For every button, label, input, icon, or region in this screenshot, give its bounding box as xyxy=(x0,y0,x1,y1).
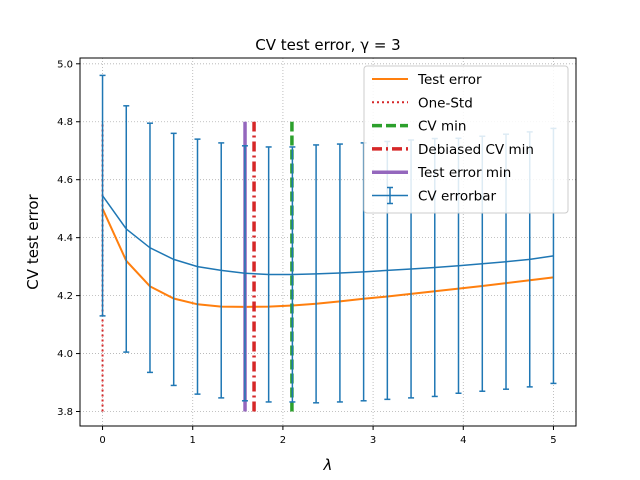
x-tick-label: 2 xyxy=(280,435,286,446)
y-tick-label: 4.4 xyxy=(57,233,73,244)
legend-label: CV min xyxy=(418,119,466,135)
legend-label: Test error min xyxy=(417,165,511,181)
legend-label: One-Std xyxy=(418,95,473,111)
y-tick-label: 4.0 xyxy=(57,349,73,360)
legend-label: Debiased CV min xyxy=(418,142,534,158)
y-tick-label: 4.8 xyxy=(57,117,73,128)
plot-frame xyxy=(79,57,577,427)
x-tick-label: 4 xyxy=(460,435,466,446)
legend-box xyxy=(363,65,569,214)
test-error-line xyxy=(101,208,554,308)
x-tick-label: 5 xyxy=(550,435,556,446)
x-tick-label: 0 xyxy=(99,435,105,446)
axis-ticks: 0 1 2 3 4 5 3.8 4.0 4.2 4.4 4.6 4.8 5.0 xyxy=(57,59,557,446)
x-axis-label: λ xyxy=(323,456,333,474)
y-axis-label: CV test error xyxy=(24,193,42,289)
legend-label: CV errorbar xyxy=(418,189,496,205)
chart-title: CV test error, γ = 3 xyxy=(255,36,400,54)
cv-errorbar-line xyxy=(101,195,554,276)
y-tick-label: 4.6 xyxy=(57,175,73,186)
x-tick-label: 1 xyxy=(190,435,196,446)
y-tick-label: 5.0 xyxy=(57,59,73,70)
y-tick-label: 4.2 xyxy=(57,291,73,302)
y-tick-label: 3.8 xyxy=(57,407,73,418)
x-tick-label: 3 xyxy=(370,435,376,446)
legend-label: Test error xyxy=(417,72,482,88)
legend: Test error One-Std CV min Debiased CV min Te… xyxy=(363,65,569,214)
